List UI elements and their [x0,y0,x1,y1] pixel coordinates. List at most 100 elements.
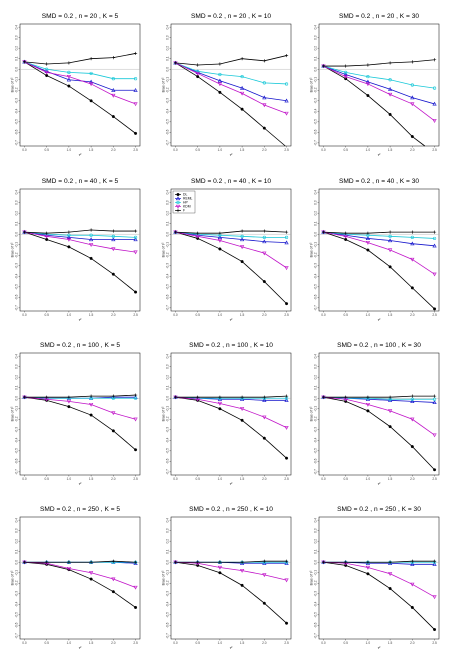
data-point-f [432,230,437,234]
x-tick-label: 2.0 [111,641,116,645]
data-point-dl [240,583,244,587]
y-tick-label: -0.2 [15,416,19,422]
y-tick-label: -0.2 [314,87,318,93]
y-axis-label: Bias of τ² [310,77,314,92]
y-tick-label: -0.4 [15,273,19,279]
data-point-dl [89,256,93,260]
data-point-reml [365,79,370,84]
series-line-hp [323,396,435,400]
data-point-kdm [410,582,415,587]
x-tick-label: 0.5 [44,148,49,152]
data-point-hp [111,234,115,238]
data-point-kdm [44,70,49,75]
data-point-f [321,230,326,234]
series-line-reml [24,231,136,240]
x-axis-label: τ² [79,153,82,157]
y-axis-label: Bias of τ² [11,77,15,92]
data-point-f [45,395,49,399]
x-tick-label: 2.0 [262,477,267,481]
y-tick-label: -0.6 [166,622,170,628]
data-point-kdm [133,102,138,107]
data-point-reml [111,88,116,92]
y-tick-label: 0.3 [15,200,19,205]
y-tick-label: -0.4 [166,108,170,114]
x-axis-label: τ² [378,318,381,322]
y-tick-label: 0.1 [166,56,170,61]
data-point-kdm [66,237,71,242]
chart-title: SMD = 0.2 , n = 250 , K = 5 [40,506,120,513]
y-tick-label: -0.7 [166,140,170,146]
data-point-kdm [133,585,138,590]
data-point-kdm [195,71,200,76]
chart-title: SMD = 0.2 , n = 250 , K = 10 [189,506,273,513]
y-tick-label: -0.2 [15,87,19,93]
data-point-f [111,56,115,60]
data-point-dl [240,260,244,264]
y-tick-label: 0.0 [166,396,170,401]
data-point-reml [66,77,71,82]
y-tick-label: -0.5 [314,612,318,618]
data-point-f [22,230,27,234]
data-point-dl [111,272,115,276]
y-tick-label: -0.7 [15,633,19,639]
data-point-f [284,53,289,58]
x-tick-label: 2.0 [111,477,116,481]
y-tick-label: -0.2 [314,416,318,422]
x-tick-label: 0.0 [321,148,326,152]
y-tick-label: 0.4 [15,25,19,30]
plot-frame [19,516,141,640]
data-point-f [22,560,27,564]
legend-marker [176,200,180,205]
y-tick-label: -0.7 [166,633,170,639]
x-tick-label: 2.5 [284,641,289,645]
x-tick-label: 0.0 [321,313,326,317]
y-tick-label: -0.4 [314,601,318,607]
data-point-hp [67,233,71,237]
y-tick-label: 0.1 [166,549,170,554]
series-line-hp [175,62,287,85]
y-tick-label: -0.3 [166,591,170,597]
data-point-reml [66,235,71,239]
series-line-f [24,560,136,563]
chart-panel-9: SMD = 0.2 , n = 100 , K = 30 0.4 0.3 0.2 0.1… [310,342,440,486]
data-point-f [67,560,71,564]
data-point-hp [432,86,437,90]
y-tick-label: 0.3 [314,35,318,40]
data-point-f [173,395,178,399]
data-point-dl [89,577,93,581]
series-line-hp [24,61,136,80]
y-tick-label: -0.1 [166,570,170,576]
y-tick-label: -0.2 [166,87,170,93]
data-point-f [321,560,326,564]
data-point-dl [433,468,437,472]
x-tick-label: 2.0 [410,148,415,152]
x-tick-label: 1.0 [366,641,371,645]
y-tick-label: 0.2 [314,539,318,544]
data-point-hp [432,236,437,241]
data-point-dl [134,605,138,609]
series-line-hp [323,231,435,239]
data-point-dl [67,405,71,409]
data-point-f [262,59,266,63]
data-point-dl [285,302,289,306]
x-tick-label: 0.5 [44,313,49,317]
chart-panel-6: SMD = 0.2 , n = 40 , K = 30 0.4 0.3 0.2 0.1 0… [310,178,440,322]
data-point-f [410,559,414,563]
series-line-dl [175,62,286,147]
plot-frame [170,352,292,476]
data-point-f [388,230,392,234]
y-tick-label: 0.2 [15,375,19,380]
data-point-dl [67,84,71,88]
data-point-f [22,395,27,399]
data-point-dl [45,237,49,241]
y-tick-label: -0.3 [314,98,318,104]
x-tick-label: 2.0 [262,641,267,645]
data-point-f [196,395,200,399]
y-tick-label: 0.0 [314,560,318,565]
y-tick-label: -0.5 [166,448,170,454]
y-tick-label: -0.6 [15,129,19,135]
y-tick-label: -0.2 [166,416,170,422]
y-tick-label: -0.5 [166,284,170,290]
x-tick-label: 1.5 [89,477,94,481]
series-line-kdm [175,396,287,429]
